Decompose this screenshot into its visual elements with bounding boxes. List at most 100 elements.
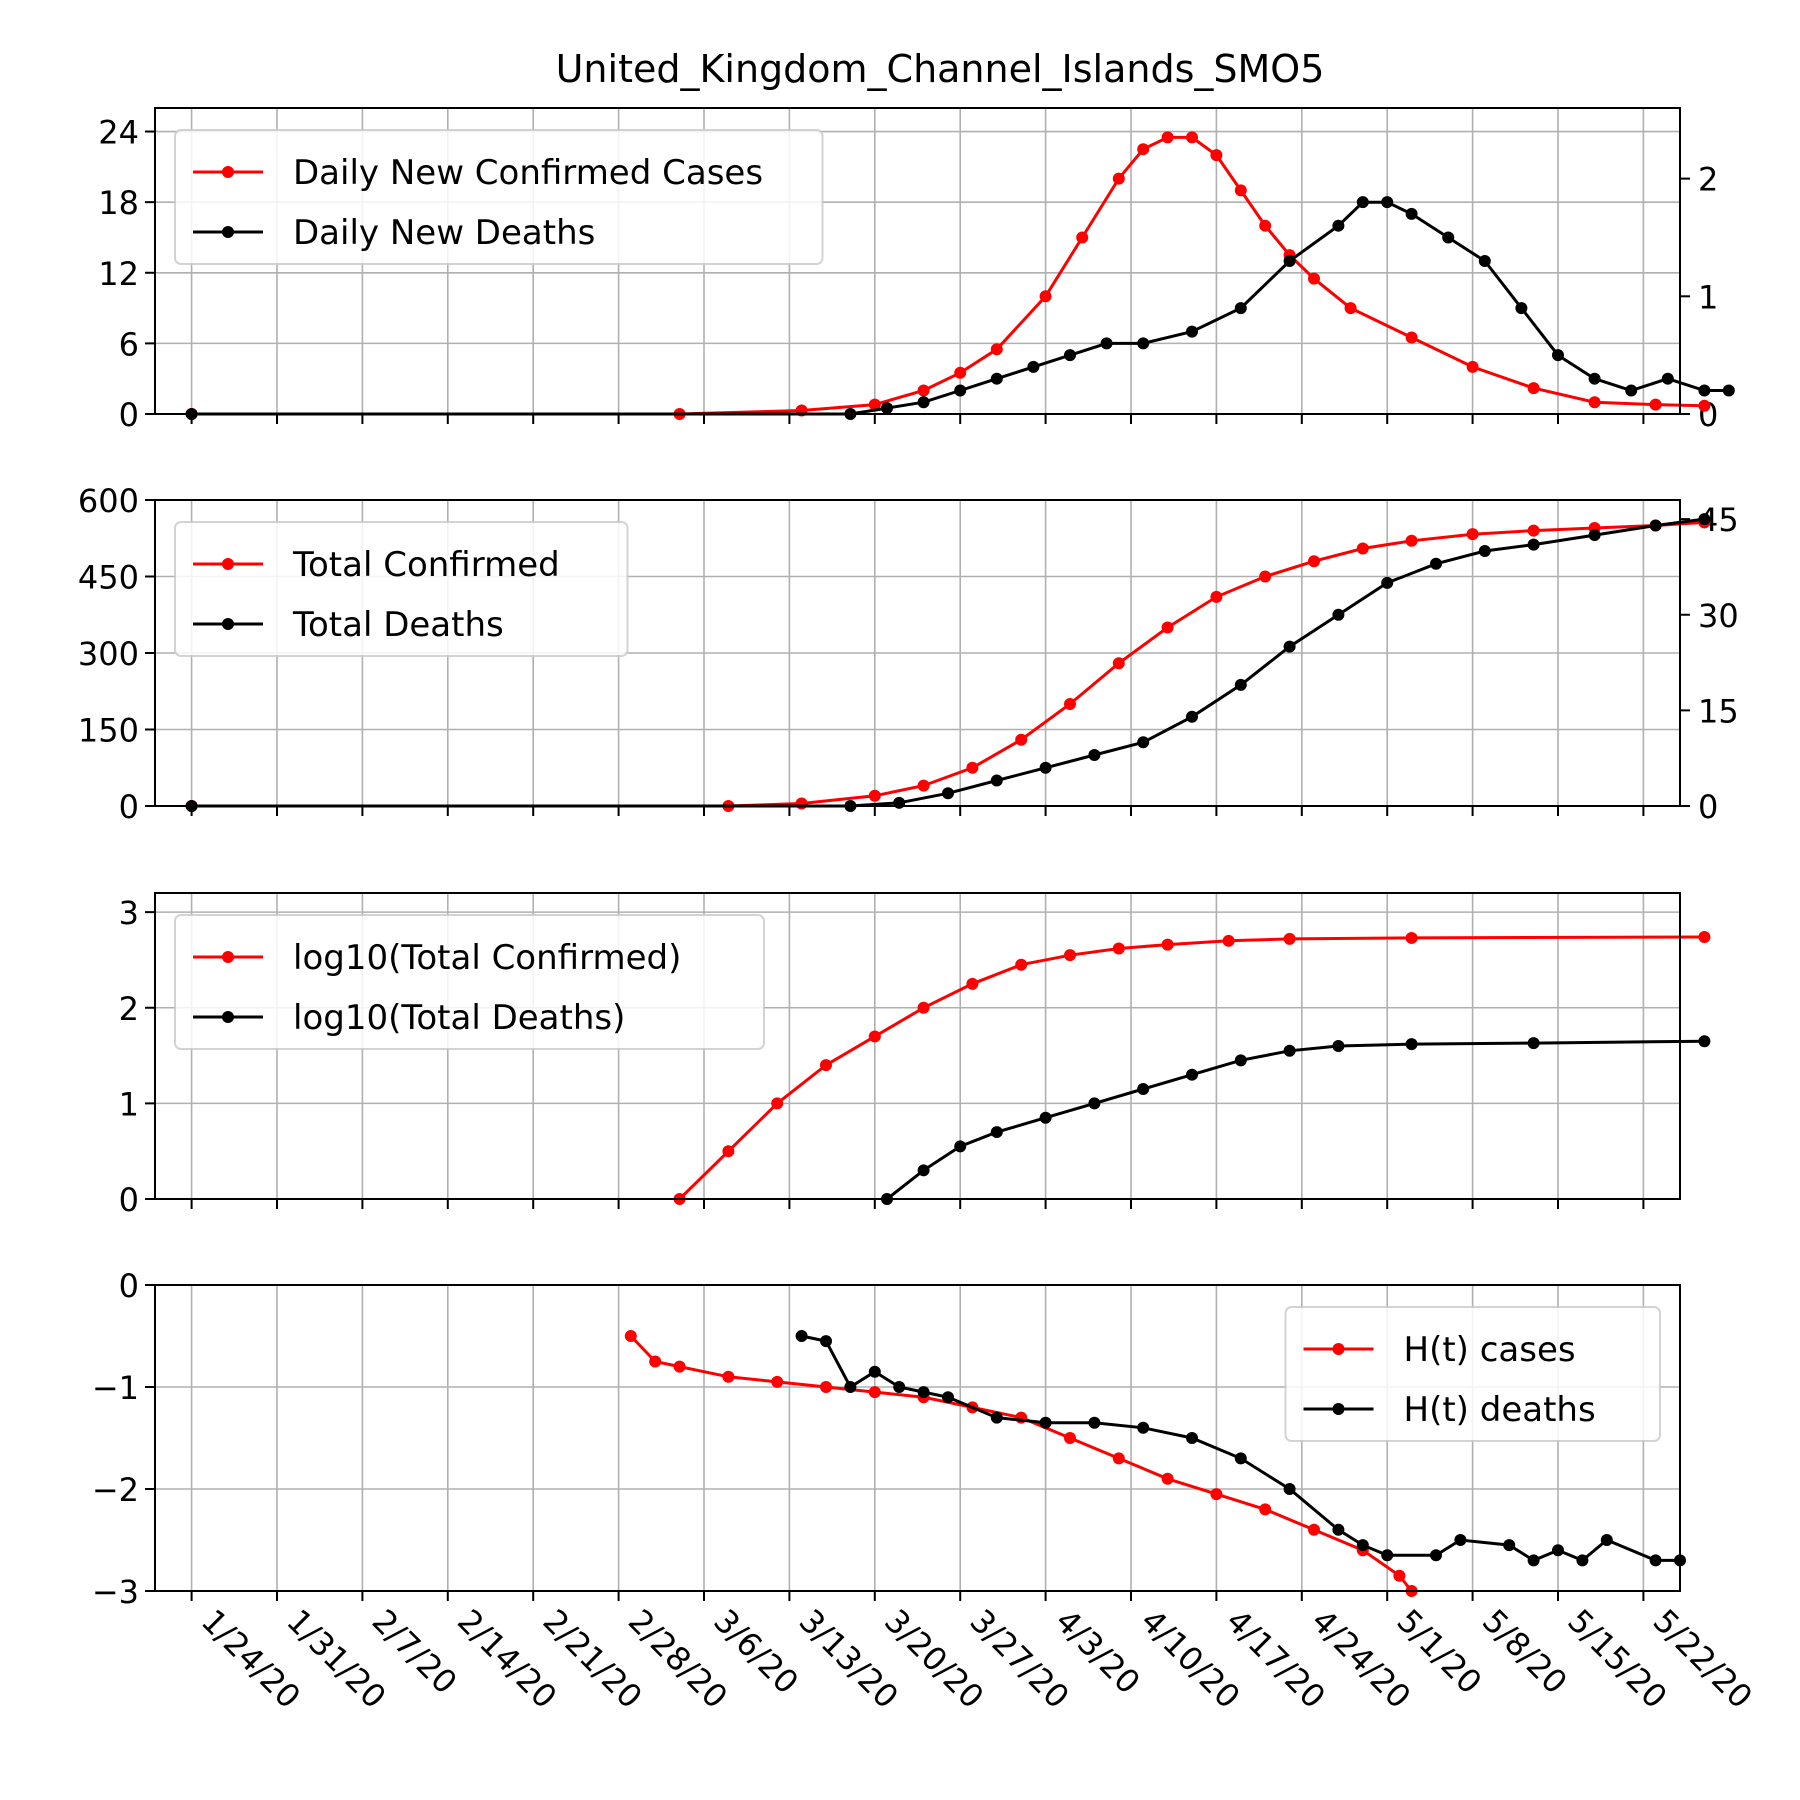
data-point (1186, 1068, 1198, 1081)
data-point (917, 1386, 930, 1399)
data-point (1698, 513, 1711, 526)
data-point (1283, 255, 1296, 267)
legend-marker (222, 618, 234, 630)
data-point (954, 366, 967, 379)
y-tick-label: 1 (119, 1085, 139, 1123)
data-point (1356, 196, 1369, 209)
data-point (1381, 576, 1394, 589)
data-point (942, 1391, 954, 1404)
data-point (1332, 1523, 1345, 1536)
legend-label: Daily New Deaths (293, 213, 595, 253)
data-point (1137, 736, 1150, 749)
data-point (795, 1330, 808, 1342)
data-point (673, 1360, 686, 1373)
data-point (1283, 640, 1296, 653)
data-point (1527, 538, 1540, 551)
data-point (1210, 1488, 1223, 1501)
legend-box (174, 914, 765, 1050)
data-point (1137, 1421, 1150, 1434)
series-cases (624, 1330, 1418, 1597)
y-tick-label: 2 (119, 990, 139, 1028)
data-point (1210, 149, 1223, 162)
y-right-tick-label: 30 (1698, 597, 1739, 635)
data-point (1527, 1037, 1540, 1050)
data-point (1405, 931, 1418, 944)
data-point (1308, 272, 1320, 285)
data-point (942, 787, 954, 800)
data-point (1466, 528, 1479, 541)
data-point (1234, 678, 1247, 691)
data-point (1405, 207, 1418, 220)
x-tick-label: 5/8/20 (1475, 1602, 1575, 1702)
data-point (1234, 1054, 1247, 1067)
series-deaths (795, 1330, 1686, 1567)
data-point (1259, 1503, 1272, 1516)
data-point (1503, 1539, 1516, 1552)
data-point (1161, 621, 1174, 634)
data-point (868, 1030, 881, 1043)
y-tick-label: 150 (78, 712, 139, 750)
legend: H(t) cases H(t) deaths (1284, 1306, 1661, 1442)
data-point (722, 1145, 735, 1158)
data-point (722, 1370, 735, 1383)
y-tick-label: 0 (119, 788, 139, 826)
legend-box (174, 129, 824, 265)
data-point (1466, 360, 1479, 373)
data-point (1527, 524, 1540, 537)
data-point (1222, 934, 1235, 947)
data-point (1430, 557, 1442, 570)
data-point (1186, 1432, 1198, 1444)
data-point (917, 1001, 930, 1014)
series-cases (185, 516, 1711, 812)
data-point (1186, 710, 1198, 723)
data-point (1588, 396, 1601, 409)
data-point (1186, 325, 1198, 338)
data-point (1600, 1534, 1613, 1546)
data-point (624, 1330, 637, 1342)
data-point (1064, 349, 1076, 362)
data-point (868, 1386, 881, 1399)
legend-label: H(t) cases (1404, 1330, 1576, 1370)
data-point (1259, 570, 1272, 583)
data-point (1039, 290, 1052, 303)
data-point (820, 1335, 832, 1348)
y-right-tick-label: 15 (1698, 692, 1739, 730)
data-point (1478, 545, 1491, 557)
data-point (1527, 382, 1540, 395)
data-point (1332, 1040, 1345, 1052)
legend-marker (1332, 1403, 1345, 1415)
data-point (1381, 196, 1394, 209)
panel-log: 0 1 2 3 log10(Total Confirmed) log10(Total De… (119, 892, 1711, 1219)
data-point (1064, 949, 1076, 962)
data-point (649, 1355, 662, 1368)
data-point (1442, 231, 1455, 244)
data-point (1381, 1549, 1394, 1562)
data-point (1210, 590, 1223, 603)
data-point (1588, 529, 1601, 542)
data-point (893, 796, 906, 809)
data-point (1064, 698, 1076, 710)
data-point (1625, 384, 1638, 397)
data-point (771, 1097, 784, 1110)
axes-frame (154, 1284, 1681, 1592)
data-point (1027, 360, 1040, 373)
data-point (1393, 1569, 1406, 1582)
data-point (1064, 1432, 1076, 1444)
data-point (917, 384, 930, 397)
series-line (886, 1039, 1705, 1201)
data-point (1137, 337, 1150, 350)
data-point (990, 372, 1003, 385)
data-point (1478, 255, 1491, 267)
data-point (868, 789, 881, 802)
y-tick-label: 12 (98, 255, 139, 293)
data-point (1405, 331, 1418, 344)
axes-frame (154, 107, 1681, 415)
data-point (1015, 958, 1028, 971)
data-point (1161, 1472, 1174, 1485)
legend: Daily New Confirmed Cases Daily New Death… (174, 129, 824, 265)
data-point (1698, 1035, 1711, 1048)
axes-frame (154, 892, 1681, 1200)
series-deaths (185, 196, 1735, 420)
